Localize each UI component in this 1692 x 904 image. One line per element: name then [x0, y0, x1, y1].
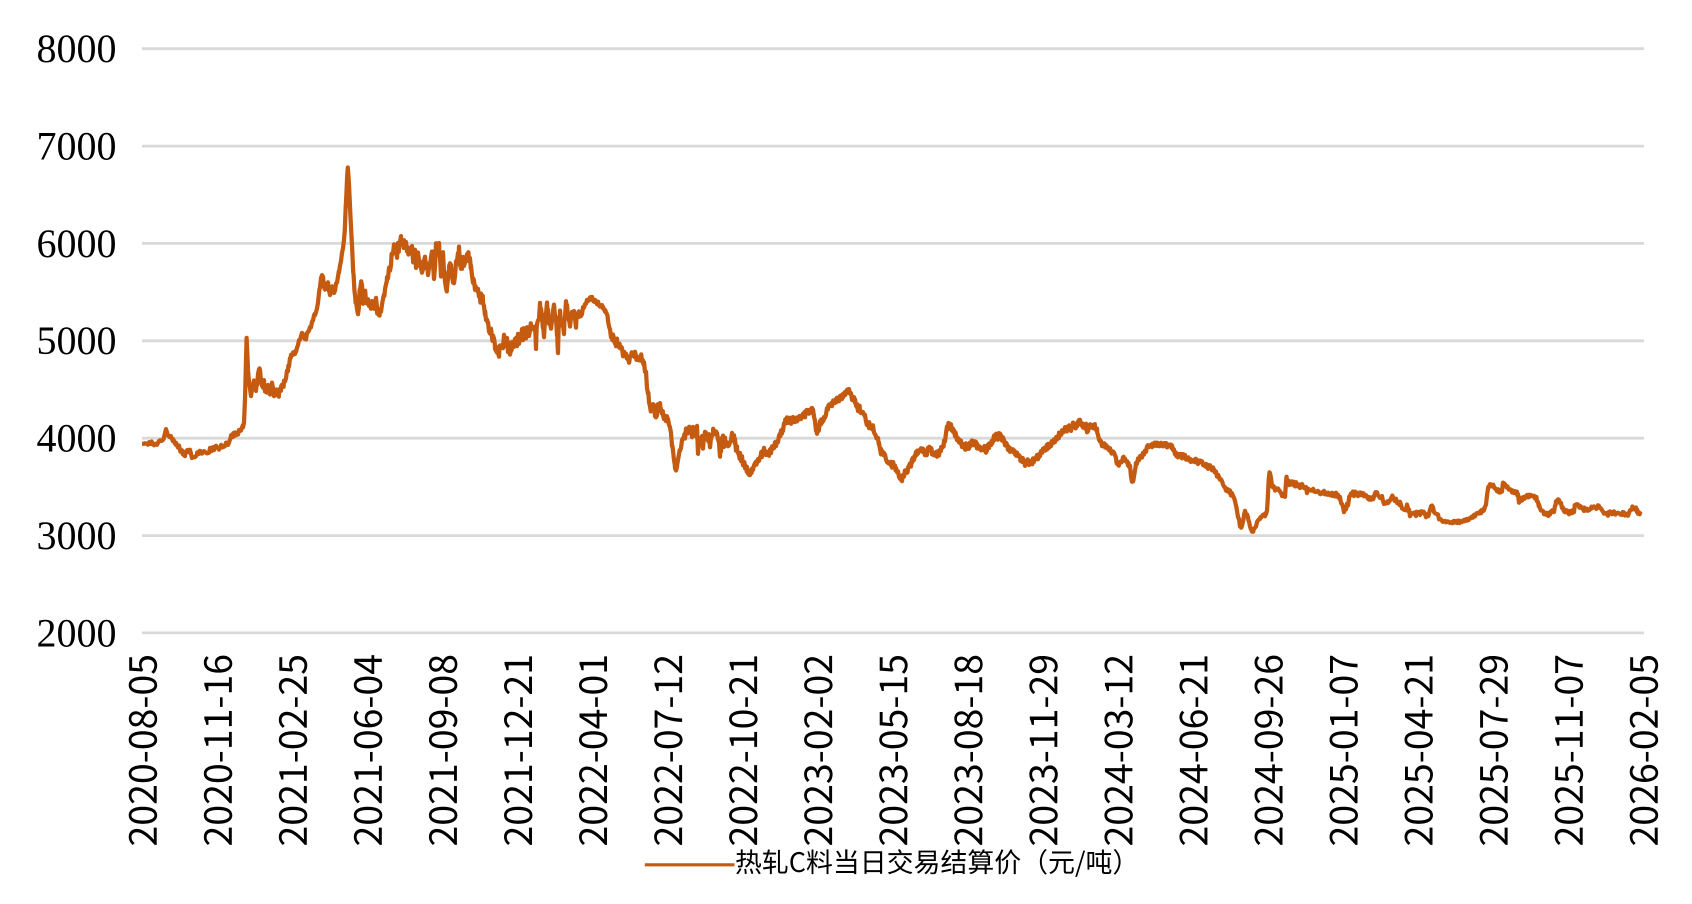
svg-text:2000: 2000	[37, 610, 117, 655]
svg-text:4000: 4000	[37, 416, 117, 461]
svg-text:8000: 8000	[37, 26, 117, 71]
svg-text:5000: 5000	[37, 318, 117, 363]
svg-text:3000: 3000	[37, 513, 117, 558]
svg-text:7000: 7000	[37, 124, 117, 169]
svg-text:6000: 6000	[37, 221, 117, 266]
